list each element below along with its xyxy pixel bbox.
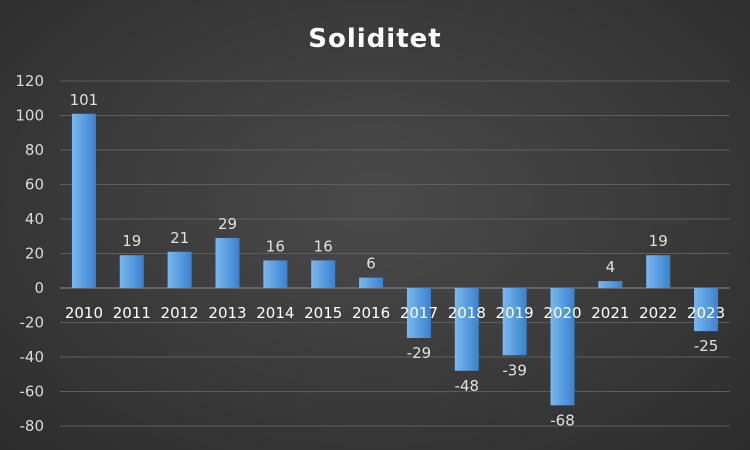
y-tick-label: 0	[34, 279, 44, 297]
data-label: 29	[218, 215, 237, 233]
chart-title: Soliditet	[308, 24, 441, 54]
y-tick-label: 40	[25, 210, 44, 228]
x-tick-label: 2023	[687, 304, 725, 322]
data-label: -29	[407, 344, 432, 362]
x-tick-label: 2021	[591, 304, 629, 322]
bar	[71, 113, 96, 289]
y-tick-label: -20	[20, 314, 45, 332]
y-tick-label: 20	[25, 245, 44, 263]
data-label: 16	[266, 237, 285, 255]
y-tick-label: 60	[25, 176, 44, 194]
data-label: 16	[314, 237, 333, 255]
x-tick-label: 2013	[208, 304, 246, 322]
y-tick-label: -60	[20, 383, 45, 401]
bar	[167, 251, 192, 288]
data-label: -68	[550, 411, 575, 429]
x-tick-label: 2018	[448, 304, 486, 322]
bar	[502, 288, 527, 356]
x-tick-label: 2012	[161, 304, 199, 322]
bar	[646, 255, 671, 288]
data-label: -25	[694, 337, 719, 355]
x-tick-label: 2010	[65, 304, 103, 322]
data-label: -39	[502, 361, 527, 379]
x-tick-label: 2022	[639, 304, 677, 322]
bar	[550, 288, 575, 406]
y-tick-label: 80	[25, 141, 44, 159]
bar	[598, 281, 623, 288]
bar	[694, 288, 719, 332]
y-tick-label: -40	[20, 348, 45, 366]
bar	[359, 277, 384, 288]
data-label: 19	[122, 232, 141, 250]
x-tick-label: 2014	[256, 304, 294, 322]
x-tick-label: 2019	[496, 304, 534, 322]
bar	[263, 260, 288, 288]
bar	[454, 288, 479, 371]
x-tick-label: 2016	[352, 304, 390, 322]
x-tick-label: 2015	[304, 304, 342, 322]
data-label: 19	[649, 232, 668, 250]
x-tick-label: 2011	[113, 304, 151, 322]
y-tick-label: -80	[20, 417, 45, 435]
bar	[406, 288, 431, 339]
data-label: 6	[366, 255, 376, 273]
y-tick-label: 100	[15, 107, 44, 125]
bar	[215, 237, 240, 288]
data-label: 101	[70, 91, 99, 109]
y-tick-label: 120	[15, 72, 44, 90]
x-tick-label: 2020	[543, 304, 581, 322]
x-tick-label: 2017	[400, 304, 438, 322]
data-label: 21	[170, 229, 189, 247]
bar	[119, 255, 144, 288]
bar	[311, 260, 336, 288]
data-label: -48	[455, 377, 480, 395]
data-label: 4	[606, 258, 616, 276]
